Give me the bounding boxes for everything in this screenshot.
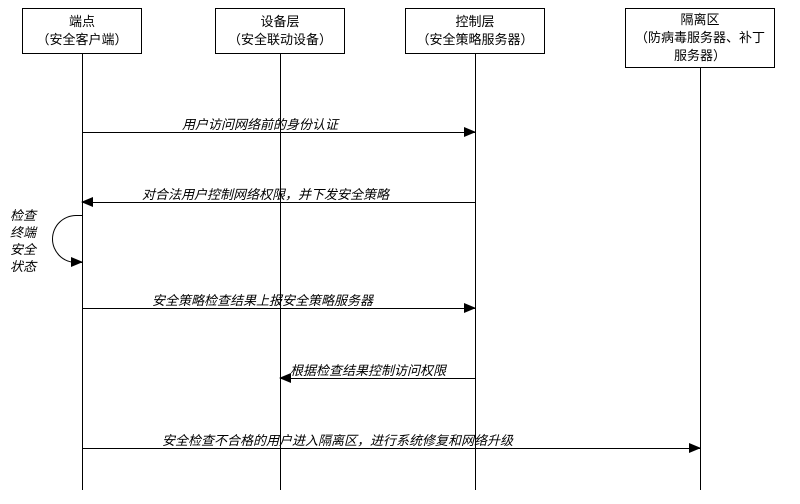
message-label: 用户访问网络前的身份认证	[182, 114, 338, 133]
message-auth-before-access: 用户访问网络前的身份认证	[82, 132, 475, 133]
message-label: 根据检查结果控制访问权限	[290, 360, 446, 379]
participant-control-layer: 控制层 （安全策略服务器）	[405, 8, 545, 54]
lifeline-isolation-zone	[700, 68, 701, 490]
participant-subtitle: （安全联动设备）	[224, 31, 336, 49]
self-message-check-security	[52, 215, 82, 263]
message-label: 对合法用户控制网络权限，并下发安全策略	[142, 184, 389, 203]
message-label: 安全检查不合格的用户进入隔离区，进行系统修复和网络升级	[162, 430, 513, 449]
participant-subtitle: （防病毒服务器、补丁服务器）	[634, 29, 766, 65]
message-enter-isolation: 安全检查不合格的用户进入隔离区，进行系统修复和网络升级	[82, 448, 700, 449]
arrowhead-right-icon	[464, 303, 476, 313]
arrowhead-left-icon	[81, 197, 93, 207]
arrowhead-right-icon	[689, 443, 701, 453]
message-report-check-result: 安全策略检查结果上报安全策略服务器	[82, 308, 475, 309]
lifeline-endpoint	[82, 54, 83, 490]
arrowhead-right-icon	[464, 127, 476, 137]
participant-title: 隔离区	[634, 11, 766, 29]
lifeline-control-layer	[475, 54, 476, 490]
participant-title: 端点	[31, 13, 133, 31]
message-control-access-by-result: 根据检查结果控制访问权限	[280, 378, 475, 379]
participant-isolation-zone: 隔离区 （防病毒服务器、补丁服务器）	[625, 8, 775, 68]
message-control-permission: 对合法用户控制网络权限，并下发安全策略	[82, 202, 475, 203]
message-label: 安全策略检查结果上报安全策略服务器	[152, 290, 373, 309]
participant-subtitle: （安全策略服务器）	[414, 31, 536, 49]
self-message-label: 检查 终端 安全 状态	[10, 208, 36, 276]
participant-title: 控制层	[414, 13, 536, 31]
participant-subtitle: （安全客户端）	[31, 31, 133, 49]
arrowhead-right-icon	[71, 257, 83, 267]
arrowhead-left-icon	[279, 373, 291, 383]
participant-device-layer: 设备层 （安全联动设备）	[215, 8, 345, 54]
participant-title: 设备层	[224, 13, 336, 31]
self-line1: 检查 终端 安全 状态	[10, 208, 36, 274]
participant-endpoint: 端点 （安全客户端）	[22, 8, 142, 54]
